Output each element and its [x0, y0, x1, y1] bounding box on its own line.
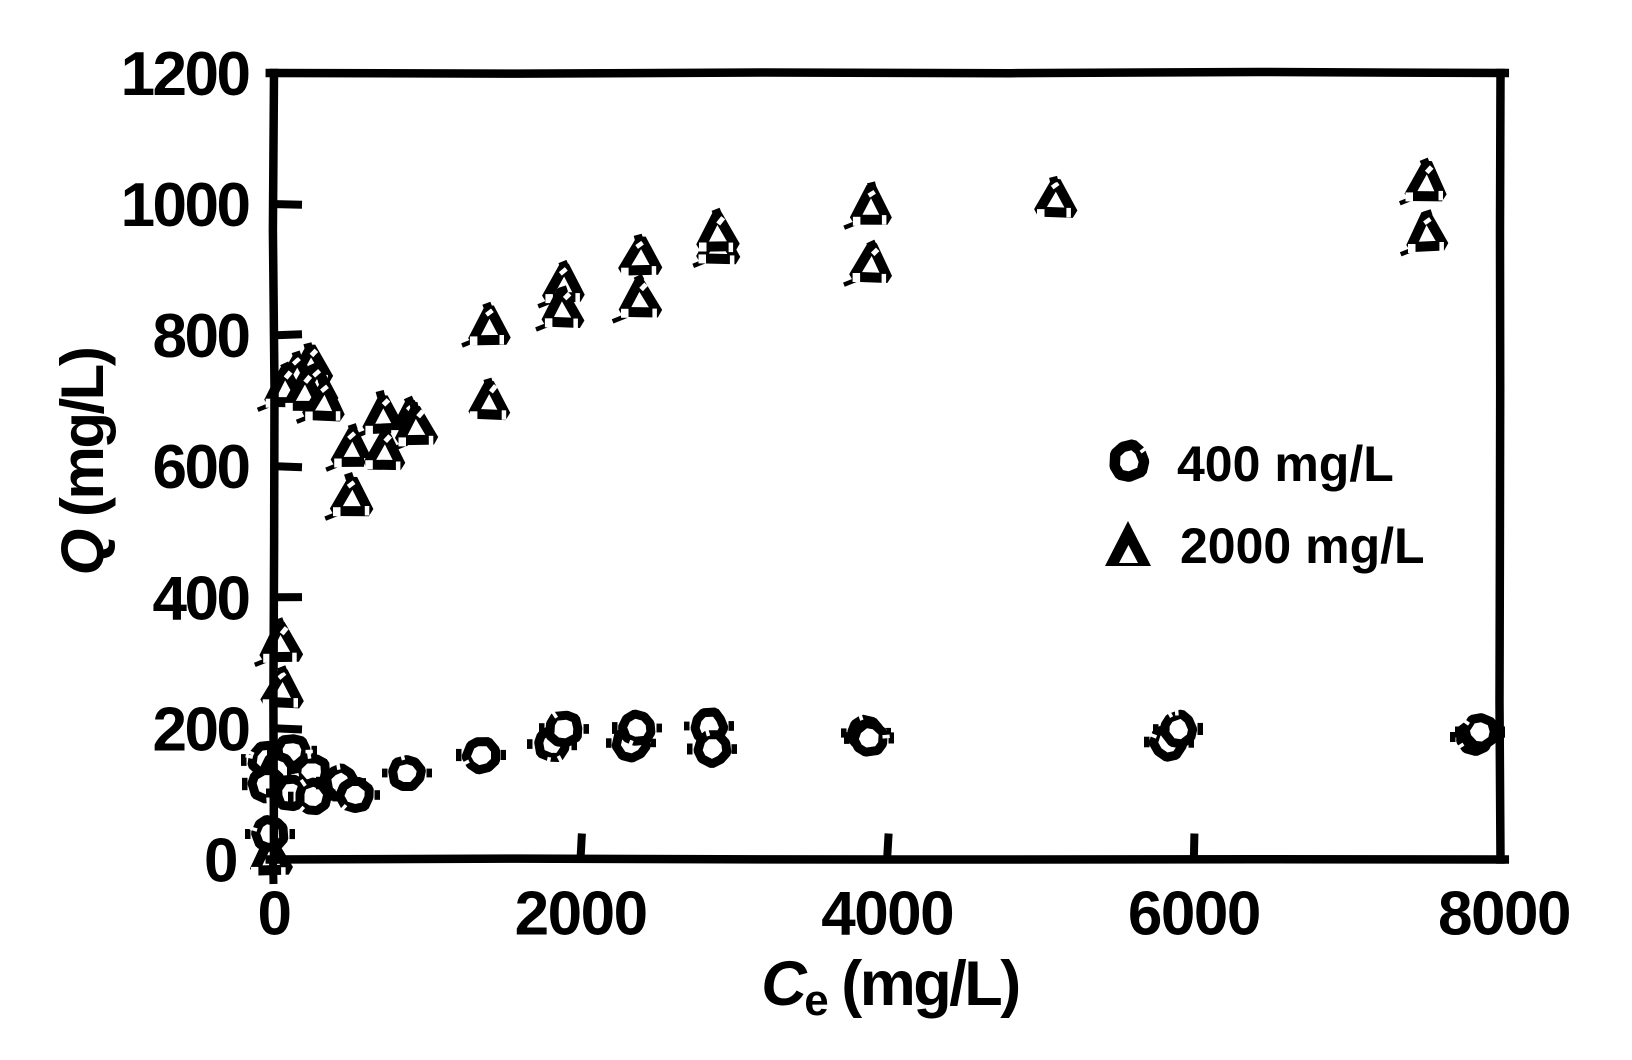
svg-text:6000: 6000 — [1128, 880, 1260, 949]
svg-text:1200: 1200 — [121, 40, 249, 109]
svg-text:8000: 8000 — [1438, 880, 1570, 949]
svg-text:4000: 4000 — [821, 880, 953, 949]
svg-text:Ce (mg/L): Ce (mg/L) — [761, 949, 1018, 1025]
svg-text:200: 200 — [153, 695, 249, 764]
svg-text:0: 0 — [204, 827, 236, 896]
svg-text:Q (mg/L): Q (mg/L) — [49, 349, 116, 576]
svg-text:600: 600 — [153, 433, 249, 502]
svg-text:400 mg/L: 400 mg/L — [1177, 436, 1394, 492]
svg-text:2000: 2000 — [515, 880, 647, 949]
svg-text:1000: 1000 — [121, 171, 249, 240]
svg-text:0: 0 — [258, 880, 291, 949]
svg-text:400: 400 — [153, 564, 249, 633]
svg-text:800: 800 — [153, 302, 249, 371]
svg-text:2000 mg/L: 2000 mg/L — [1180, 518, 1425, 574]
